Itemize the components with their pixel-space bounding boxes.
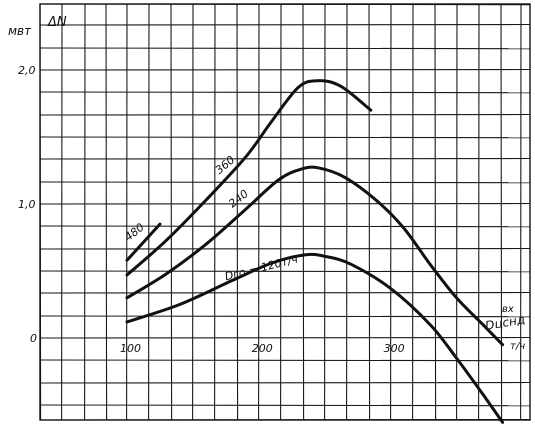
x-tick-label: 200 <box>252 342 273 355</box>
grid-line-vertical <box>236 3 239 421</box>
grid-line-vertical <box>368 3 371 421</box>
x-tick-label: 300 <box>384 342 405 355</box>
grid-line-horizontal <box>39 157 531 160</box>
grid-line-horizontal <box>39 381 531 384</box>
grid-line-horizontal <box>39 47 531 50</box>
grid-line-horizontal <box>39 336 531 339</box>
grid-line-vertical <box>434 3 437 421</box>
y-tick-label: 0 <box>30 332 37 345</box>
x-tick-label: 100 <box>120 342 141 355</box>
grid-line-horizontal <box>39 404 531 407</box>
series-line <box>125 252 505 424</box>
grid-line-horizontal <box>39 181 531 184</box>
grid-line-vertical <box>302 3 305 421</box>
x-axis-label: Dцснд <box>484 312 526 333</box>
y-axis-label: ΔN <box>47 15 67 30</box>
x-axis-unit: т/ч <box>510 341 525 352</box>
grid-line-vertical <box>105 3 108 421</box>
grid-line-horizontal <box>39 136 531 139</box>
y-axis-unit: мвт <box>8 24 32 38</box>
grid-line-vertical <box>500 3 503 421</box>
grid-line-horizontal <box>39 359 531 362</box>
grid-line-horizontal <box>39 202 531 205</box>
grid-line-horizontal <box>39 23 531 26</box>
grid-line-horizontal <box>39 113 531 116</box>
grid-line-horizontal <box>39 225 531 228</box>
plot-frame <box>39 3 531 421</box>
grid-line-horizontal <box>39 68 531 71</box>
series-line <box>125 165 505 347</box>
series-group <box>125 79 505 424</box>
series-label: Dго = 120т/ч <box>223 252 299 283</box>
grid-line-vertical <box>170 3 173 421</box>
x-axis-label-superscript: вх <box>502 304 514 315</box>
series-line <box>125 222 162 262</box>
grid-line-horizontal <box>39 91 531 94</box>
y-tick-label: 1,0 <box>18 198 36 211</box>
y-tick-label: 2,0 <box>18 64 36 77</box>
grid-line-horizontal <box>39 270 531 273</box>
series-label: 480 <box>122 221 147 244</box>
grid <box>39 3 531 421</box>
grid-line-horizontal <box>39 247 531 250</box>
tick-labels: 100 200 300 0 1,0 2,0 <box>18 64 405 355</box>
grid-line-horizontal <box>39 291 531 294</box>
series-line <box>125 79 373 277</box>
series-label: 360 <box>213 153 237 176</box>
grid-line-horizontal <box>39 315 531 318</box>
